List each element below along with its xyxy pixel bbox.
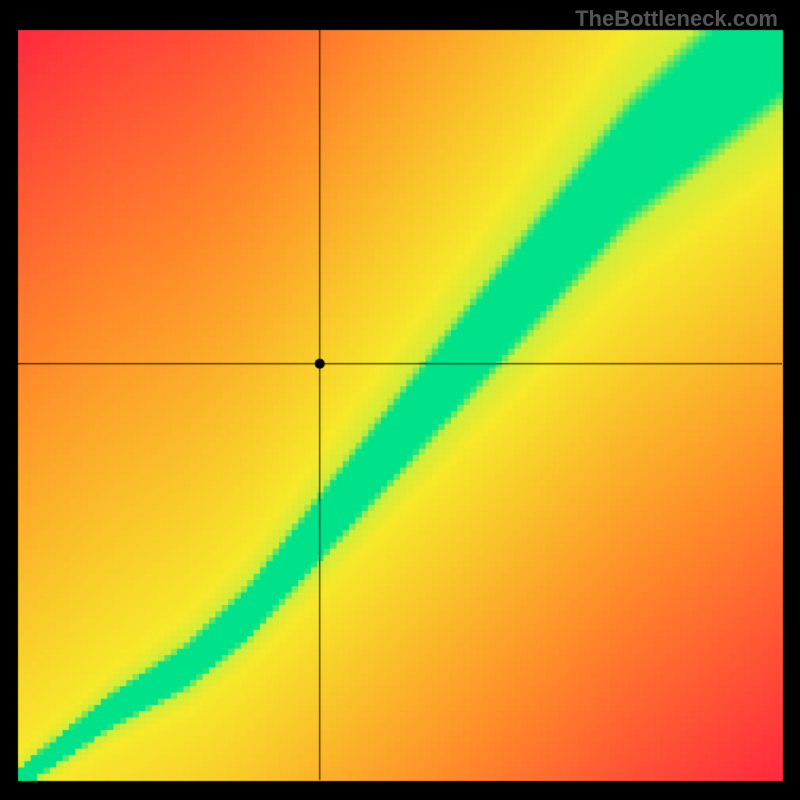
watermark-text: TheBottleneck.com — [575, 6, 778, 32]
chart-container: TheBottleneck.com — [0, 0, 800, 800]
heatmap-canvas — [0, 0, 800, 800]
